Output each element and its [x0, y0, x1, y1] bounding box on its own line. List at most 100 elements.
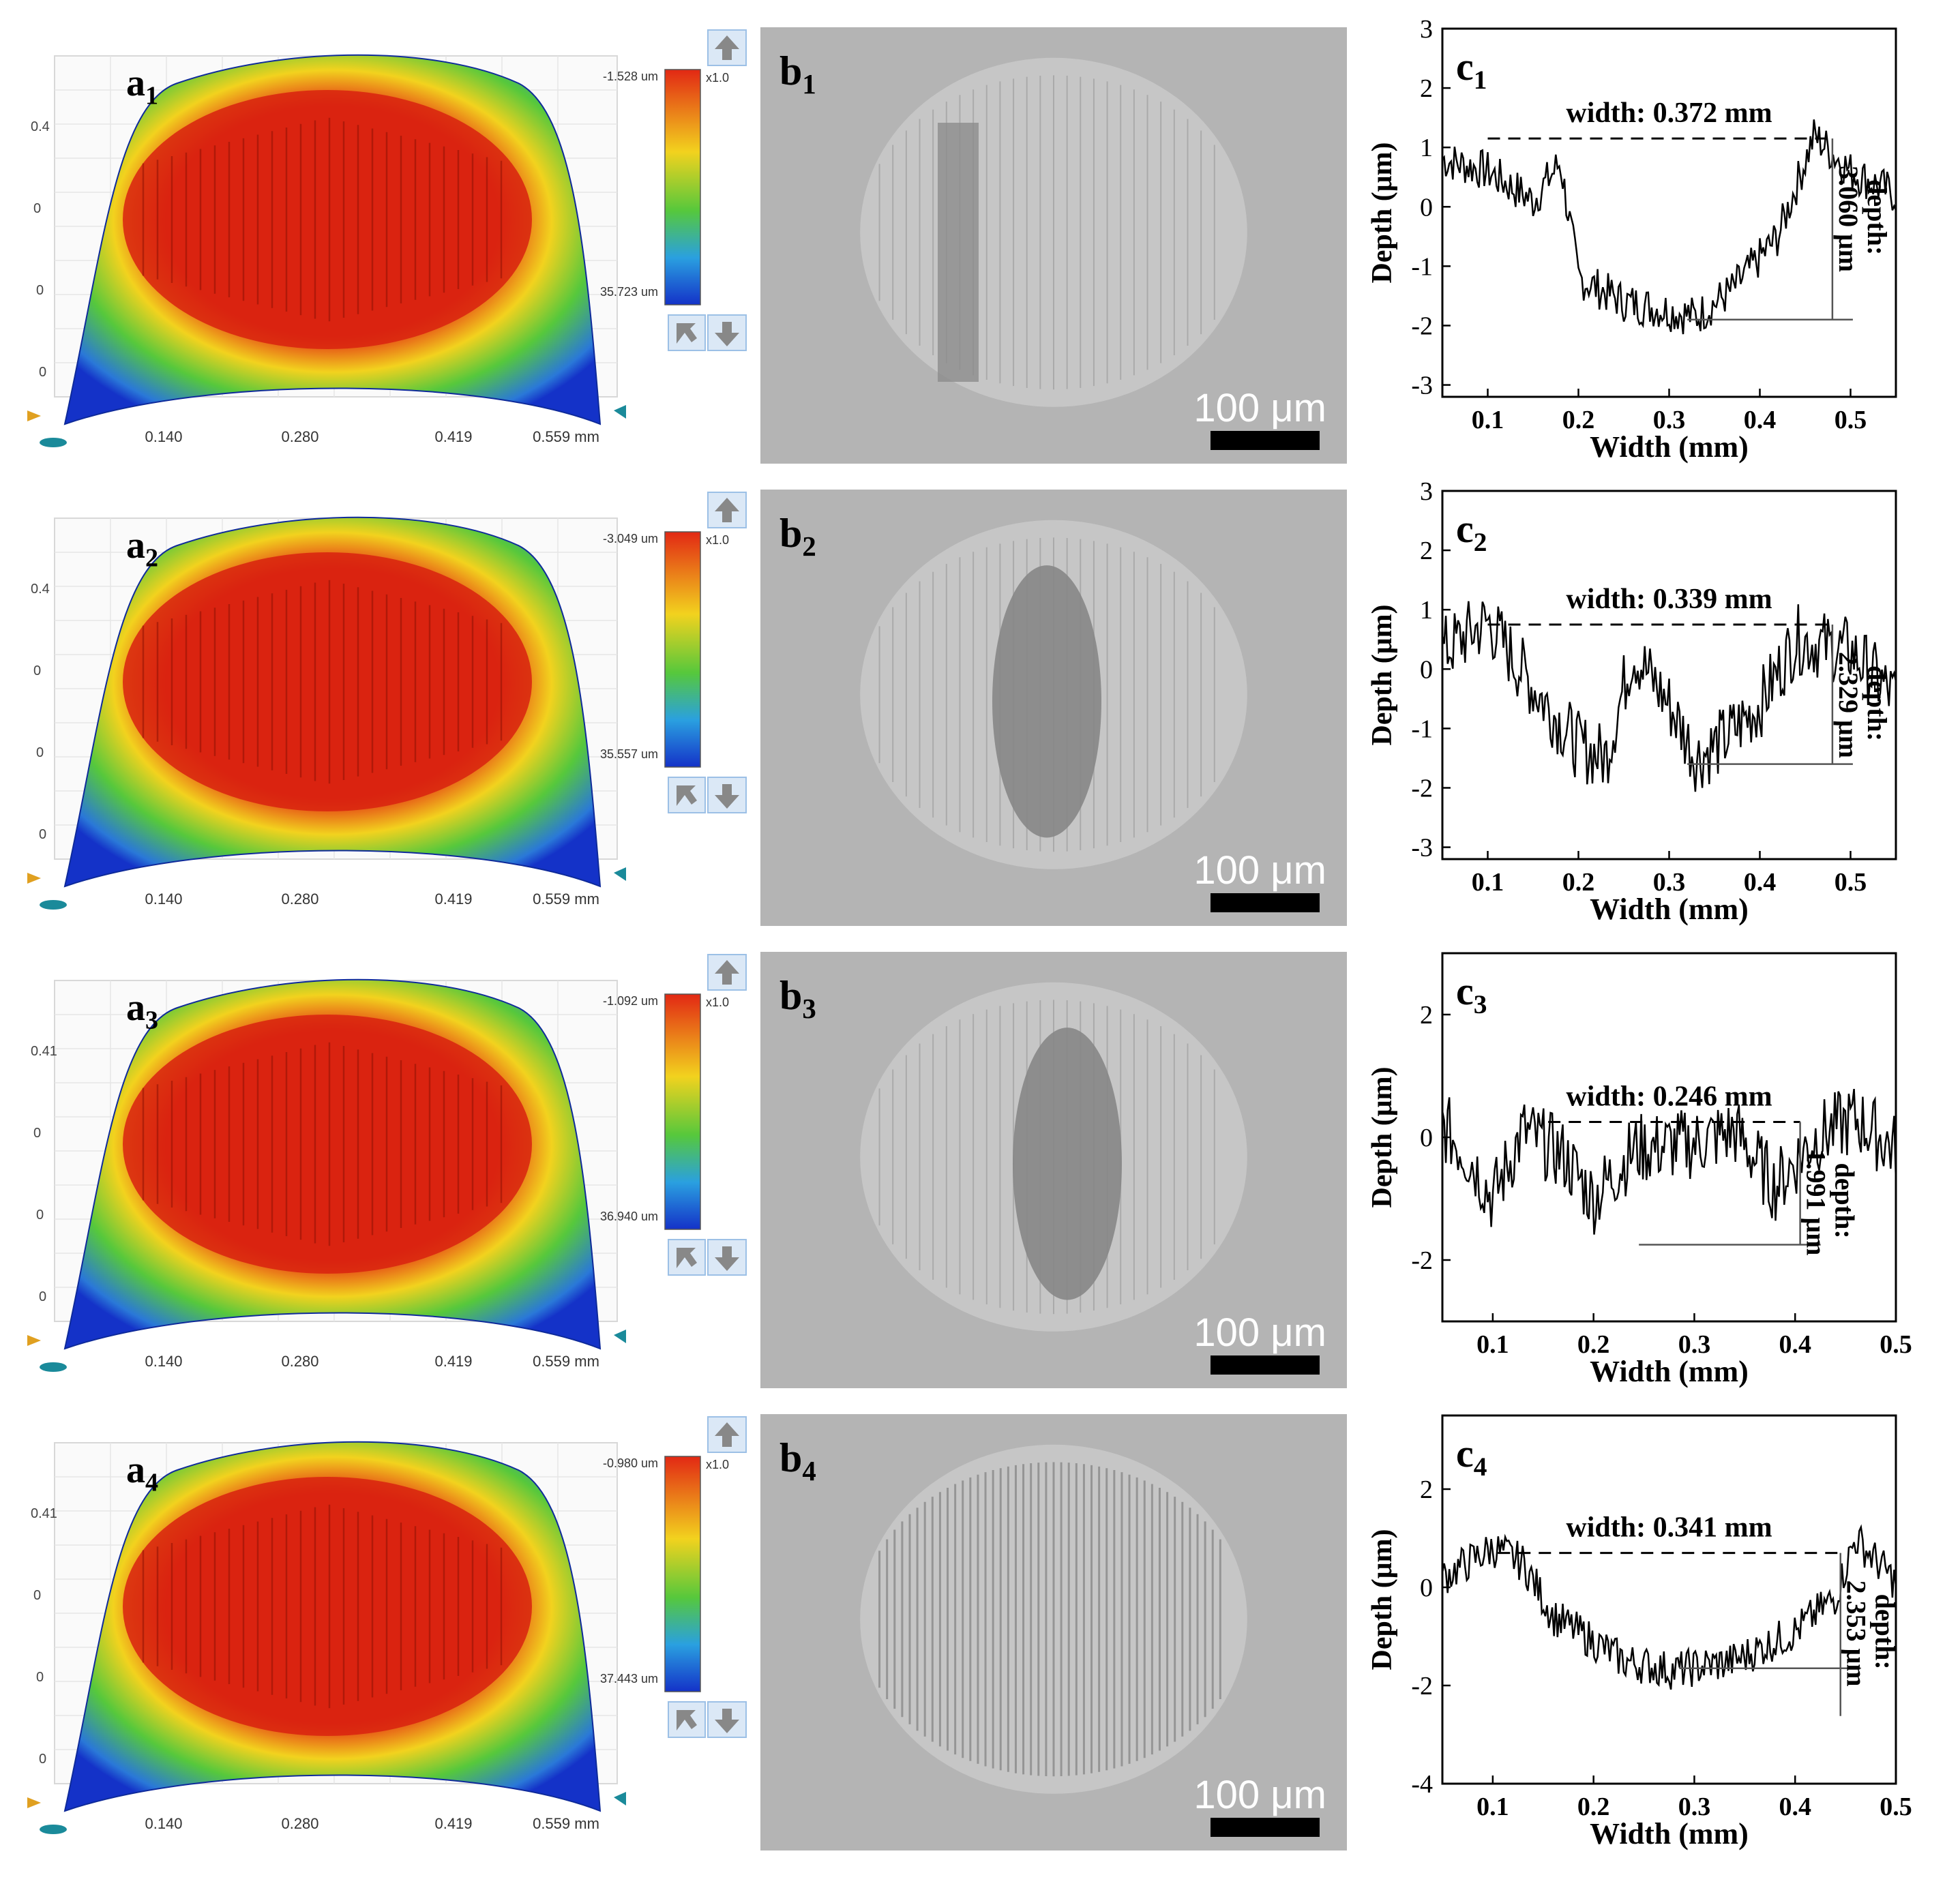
panel-label-a: a2: [126, 524, 158, 572]
panel-label-b-subscript: 2: [802, 531, 816, 562]
y-tick-label: -3: [1411, 372, 1433, 400]
y-axis-title: Depth (μm): [1367, 143, 1398, 284]
z-axis-tick: 0: [33, 1126, 41, 1141]
axis-orientation-icon: [40, 1825, 67, 1834]
axis-orientation-icon: [614, 1792, 626, 1805]
panel-label-c-letter: c: [1456, 507, 1474, 551]
width-annotation: width: 0.372 mm: [1566, 98, 1772, 129]
arrow-down-icon: [715, 322, 739, 346]
x-axis-title: Width (mm): [1590, 893, 1749, 926]
panel-label-b-subscript: 1: [802, 69, 816, 100]
arrow-diagonal-icon: [677, 1710, 697, 1730]
y-tick-label: 2: [1420, 74, 1433, 103]
axis-orientation-icon: [40, 438, 67, 447]
y-axis-title: Depth (μm): [1367, 605, 1398, 746]
depth-annotation-value: 2.329 μm: [1833, 652, 1864, 758]
x-axis-tick: 0.559 mm: [533, 1353, 599, 1370]
x-axis-tick: 0.419: [434, 1353, 472, 1370]
dense-wear-band: [1013, 1028, 1122, 1300]
panel-label-c: c4: [1456, 1431, 1487, 1482]
color-scale-max: -1.528 um: [603, 70, 658, 83]
panel-label-a-letter: a: [126, 1449, 145, 1491]
y-tick-label: -2: [1411, 1246, 1433, 1275]
scale-bar: [1211, 893, 1320, 912]
color-scale-bar: [664, 1456, 701, 1692]
color-scale-bar: [664, 69, 701, 305]
x-axis-tick: 0.280: [281, 1815, 318, 1832]
plot-frame: [1441, 1414, 1897, 1785]
panel-label-a-subscript: 3: [145, 1006, 158, 1034]
optical-micrograph-panel: b3 100 μm: [760, 952, 1347, 1388]
x-tick-label: 0.4: [1744, 406, 1777, 434]
panel-label-c-subscript: 3: [1474, 989, 1487, 1019]
x-tick-label: 0.2: [1562, 406, 1595, 434]
axis-orientation-icon: [614, 1330, 626, 1343]
scale-bar: [1211, 1355, 1320, 1375]
z-axis-tick: 0: [33, 1588, 41, 1603]
x-tick-label: 0.3: [1653, 406, 1686, 434]
width-annotation: width: 0.339 mm: [1566, 584, 1772, 615]
rotate-button: [668, 777, 706, 813]
y-tick-label: -3: [1411, 834, 1433, 863]
panel-label-a: a1: [126, 62, 158, 110]
panel-label-c-letter: c: [1456, 44, 1474, 89]
x-axis-tick: 0.140: [145, 890, 182, 908]
surface-3d-panel: a2 0.4 0 0 0 0.140 0.280 0.419 0.559 mm -3.049 um…: [27, 492, 747, 910]
z-axis-tick: 0.41: [31, 1044, 57, 1059]
wear-scar: [123, 552, 532, 811]
surface-3d-panel: a3 0.41 0 0 0 0.140 0.280 0.419 0.559 mm -1.092 u…: [27, 954, 747, 1372]
scale-bar: [1211, 1818, 1320, 1837]
panel-label-a-letter: a: [126, 62, 145, 104]
x-tick-label: 0.1: [1476, 1330, 1509, 1359]
arrow-up-icon: [715, 1422, 739, 1447]
wear-scar: [123, 90, 532, 349]
y-tick-label: 2: [1420, 1475, 1433, 1504]
y-tick-label: 1: [1420, 596, 1433, 625]
dense-wear-band: [992, 565, 1101, 838]
z-axis-tick: 0.4: [31, 582, 50, 597]
surface-3d-panel: a4 0.41 0 0 0 0.140 0.280 0.419 0.559 mm -0.980 u…: [27, 1416, 747, 1834]
color-scale-min: 36.940 um: [600, 1210, 658, 1223]
x-tick-label: 0.5: [1835, 868, 1867, 897]
panel-label-b-letter: b: [779, 1435, 802, 1480]
depth-annotation-label: depth:: [1830, 1163, 1860, 1239]
y-tick-label: -1: [1411, 715, 1433, 743]
x-tick-label: 0.3: [1678, 1793, 1711, 1821]
x-tick-label: 0.1: [1476, 1793, 1509, 1821]
z-axis-tick: 0: [39, 365, 46, 380]
panel-label-b-letter: b: [779, 48, 802, 93]
panel-label-b-letter: b: [779, 511, 802, 556]
x-axis-tick: 0.140: [145, 428, 182, 445]
panel-label-c-letter: c: [1456, 969, 1474, 1013]
zoom-level: x1.0: [706, 533, 729, 547]
surface-3d-panel: a1 0.4 0 0 0 0.140 0.280 0.419 0.559 mm -1.528 um…: [27, 29, 747, 447]
y-tick-label: 0: [1420, 1124, 1433, 1152]
x-tick-label: 0.5: [1880, 1330, 1912, 1359]
axis-orientation-icon: [27, 1335, 41, 1346]
x-tick-label: 0.3: [1653, 868, 1686, 897]
arrow-up-icon: [715, 35, 739, 60]
scale-bar-label: 100 μm: [1193, 1773, 1326, 1817]
y-tick-label: 3: [1420, 477, 1433, 506]
x-tick-label: 0.2: [1577, 1330, 1610, 1359]
color-scale-min: 35.557 um: [600, 747, 658, 761]
depth-annotation-value: 3.060 μm: [1833, 166, 1864, 272]
depth-profile-chart: 2 0 -2 0.1 0.2 0.3 0.4 0.5 Width (mm) Depth (μm) c…: [1367, 952, 1912, 1388]
z-axis-tick: 0: [33, 201, 41, 216]
z-axis-tick: 0.41: [31, 1506, 57, 1521]
depth-profile-chart: 3 2 1 0 -1 -2 -3 0.1 0.2 0.3 0.4 0.5 Width (mm) Depth…: [1367, 15, 1897, 464]
depth-profile-line: [1441, 601, 1897, 792]
plot-frame: [1441, 490, 1897, 860]
panel-label-c-subscript: 2: [1474, 527, 1487, 557]
y-tick-label: 0: [1420, 655, 1433, 684]
axis-orientation-icon: [27, 1797, 41, 1808]
panel-label-b: b3: [779, 973, 816, 1024]
x-tick-label: 0.4: [1744, 868, 1777, 897]
x-axis-tick: 0.140: [145, 1815, 182, 1832]
panel-label-c: c1: [1456, 44, 1487, 95]
x-tick-label: 0.5: [1880, 1793, 1912, 1821]
scale-bar-label: 100 μm: [1193, 848, 1326, 893]
x-tick-label: 0.2: [1577, 1793, 1610, 1821]
panel-label-a-subscript: 2: [145, 543, 158, 572]
y-tick-label: 3: [1420, 15, 1433, 44]
